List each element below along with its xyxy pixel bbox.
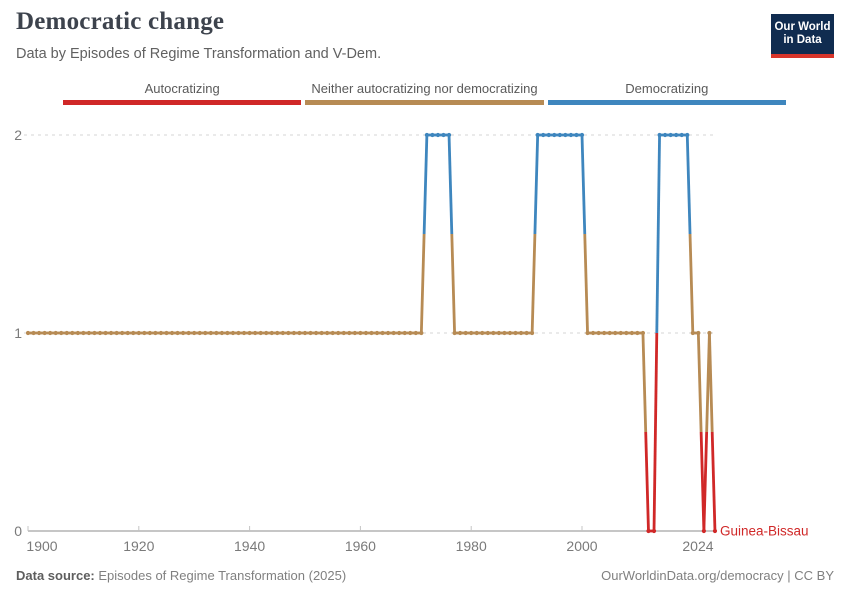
legend-item-democratizing: Democratizing [547,81,786,105]
y-axis-label: 0 [14,523,22,539]
legend-item-autocratizing: Autocratizing [63,81,302,105]
x-axis-label: 1920 [123,538,154,554]
x-axis-label: 1900 [26,538,57,554]
legend-label: Neither autocratizing nor democratizing [311,81,538,96]
x-axis-label: 1940 [234,538,265,554]
legend-label: Autocratizing [144,81,220,96]
page-footer: Data source: Episodes of Regime Transfor… [16,568,834,583]
legend-item-neither: Neither autocratizing nor democratizing [305,81,544,105]
credit-link[interactable]: OurWorldinData.org/democracy | CC BY [601,568,834,583]
data-source-name: Episodes of Regime Transformation (2025) [94,568,347,583]
entity-label[interactable]: Guinea-Bissau [720,524,809,539]
owid-logo-text-line2: in Data [783,34,822,46]
y-axis-label: 1 [14,325,22,341]
data-source-label: Data source: [16,568,95,583]
y-axis-label: 2 [14,127,22,143]
x-axis-label: 1980 [456,538,487,554]
owid-logo-text-line1: Our World [774,20,831,33]
line-chart-canvas[interactable]: 0 1 2 1900 1920 1940 1960 1980 2000 2024 Guinea-Bi… [0,110,850,565]
x-axis-label: 1960 [345,538,376,554]
x-axis-label: 2000 [566,538,597,554]
page-title: Democratic change [16,8,225,35]
x-axis: 1900 1920 1940 1960 1980 2000 2024 [26,526,716,554]
legend-label: Democratizing [625,81,709,96]
legend-color-bar [547,100,786,105]
owid-logo[interactable]: Our World in Data [771,14,834,58]
data-source-text: Data source: Episodes of Regime Transfor… [16,568,346,583]
legend-color-bar [63,100,302,105]
x-axis-label: 2024 [682,538,713,554]
legend-color-bar [305,100,544,105]
page-subtitle: Data by Episodes of Regime Transformatio… [16,46,382,62]
data-points [25,132,718,534]
category-legend: Autocratizing Neither autocratizing nor … [63,81,786,105]
